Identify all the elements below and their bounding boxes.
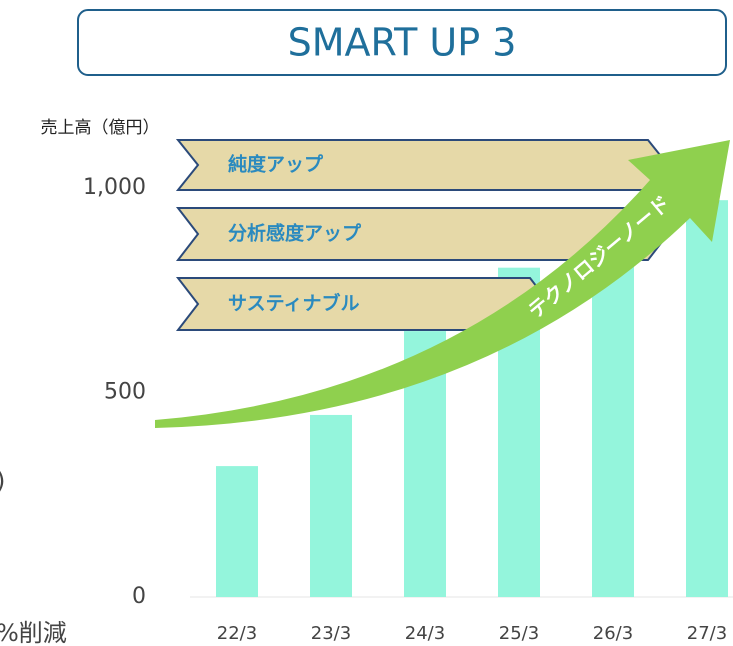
bar [216, 466, 258, 597]
chart-title: SMART UP 3 [288, 21, 517, 65]
x-tick-label: 27/3 [687, 623, 727, 644]
x-tick-label: 25/3 [499, 623, 539, 644]
banner-label: サスティナブル [228, 292, 359, 315]
growth-arrow [155, 140, 730, 428]
y-tick-label: 0 [132, 584, 146, 609]
title-box [77, 9, 727, 76]
banners: 純度アップ 分析感度アップ サスティナブル [175, 139, 670, 331]
bar [686, 200, 728, 597]
y-tick-label: 1,000 [83, 175, 146, 200]
bar [592, 265, 634, 597]
axis: 0 500 1,000 22/3 23/3 24/3 25/3 26/3 27/3 [83, 175, 733, 644]
banner-label: 分析感度アップ [228, 222, 362, 245]
x-tick-label: 22/3 [217, 623, 257, 644]
bar [310, 414, 352, 597]
x-tick-label: 23/3 [311, 623, 351, 644]
cropped-text: %削減 [0, 619, 67, 646]
cropped-text: ) [0, 467, 5, 495]
x-tick-label: 26/3 [593, 623, 633, 644]
y-tick-label: 500 [104, 379, 146, 404]
banner-label: 純度アップ [228, 153, 324, 176]
y-axis-label: 売上高（億円） [41, 118, 160, 138]
x-tick-label: 24/3 [405, 623, 445, 644]
